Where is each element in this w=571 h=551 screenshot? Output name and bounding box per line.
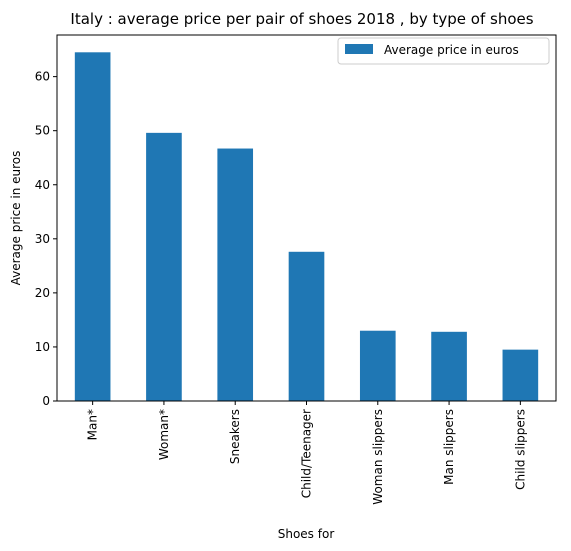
x-axis: Man* Woman* Sneakers Child/Teenager Woman sl… <box>86 401 527 505</box>
y-tick-label: 10 <box>35 340 50 354</box>
y-axis-title: Average price in euros <box>9 151 23 286</box>
legend-swatch <box>345 44 373 54</box>
legend: Average price in euros <box>337 37 550 65</box>
bar-woman <box>146 132 182 401</box>
bar-woman-slippers <box>359 330 396 401</box>
plot-frame <box>56 34 557 402</box>
legend-label: Average price in euros <box>384 43 519 57</box>
bar-man-slippers <box>431 331 467 401</box>
x-tick-label: Child slippers <box>513 409 527 490</box>
y-axis: 0 10 20 30 40 50 60 <box>35 70 57 408</box>
y-tick-label: 0 <box>42 394 50 408</box>
x-tick-label: Man* <box>86 409 100 440</box>
bar-child-teenager <box>288 251 325 401</box>
x-axis-title: Shoes for <box>278 527 335 541</box>
y-tick-label: 40 <box>35 178 50 192</box>
y-tick-label: 20 <box>35 286 50 300</box>
x-tick-label: Woman* <box>157 409 171 460</box>
x-tick-label: Man slippers <box>442 409 456 485</box>
bar-sneakers <box>217 148 254 401</box>
y-tick-label: 50 <box>35 124 50 138</box>
bar-man <box>74 52 111 401</box>
y-tick-label: 60 <box>35 70 50 84</box>
legend-frame <box>337 37 550 65</box>
chart-title: Italy : average price per pair of shoes … <box>70 10 533 28</box>
y-tick-label: 30 <box>35 232 50 246</box>
x-tick-label: Woman slippers <box>371 409 385 505</box>
x-tick-label: Sneakers <box>228 409 242 464</box>
bar-child-slippers <box>502 349 539 401</box>
x-tick-label: Child/Teenager <box>300 409 314 498</box>
bar-group <box>74 52 539 401</box>
